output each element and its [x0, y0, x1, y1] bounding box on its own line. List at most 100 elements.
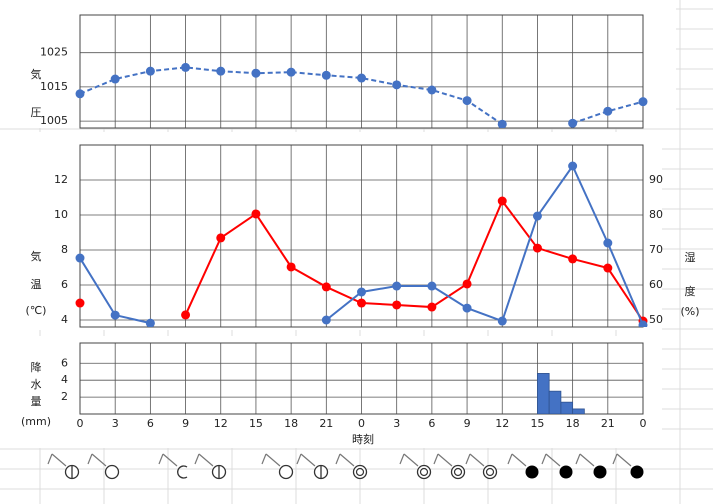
- x-axis-label: 時刻: [352, 432, 374, 446]
- wind-barb: [612, 453, 618, 465]
- wind-shaft: [616, 453, 632, 467]
- point: [638, 97, 648, 107]
- wind-shaft: [162, 453, 178, 467]
- symbol-inner: [485, 467, 495, 477]
- point: [357, 287, 366, 297]
- wind-barb: [87, 453, 93, 465]
- y-axis-label: 気: [31, 249, 42, 263]
- symbol: [104, 464, 120, 480]
- point: [75, 253, 85, 263]
- point: [251, 209, 261, 219]
- y-tick-label: 6: [61, 278, 68, 291]
- y2-axis-label: 湿: [685, 251, 696, 264]
- point: [286, 67, 296, 77]
- x-tick-label: 15: [249, 417, 263, 430]
- series-group: [75, 161, 648, 327]
- wind-shaft: [300, 453, 316, 467]
- wind-shaft: [265, 453, 281, 467]
- plot-frame: [79, 14, 644, 129]
- point: [145, 318, 155, 327]
- y-axis-label: 量: [31, 395, 42, 408]
- series-line: [184, 199, 644, 322]
- bar: [548, 390, 562, 414]
- point: [392, 80, 402, 90]
- point: [321, 315, 331, 325]
- y-tick-label: 1005: [40, 114, 68, 127]
- point: [216, 66, 226, 76]
- wind-shaft: [469, 453, 485, 467]
- wind-shaft: [545, 453, 561, 467]
- point: [321, 70, 331, 80]
- y-tick-label: 10: [54, 208, 68, 221]
- wind-shaft: [51, 453, 67, 467]
- point: [251, 68, 261, 78]
- point: [286, 262, 296, 272]
- point: [497, 196, 507, 206]
- point: [462, 303, 472, 313]
- point: [110, 74, 120, 84]
- y-axis-label: 降: [31, 360, 42, 374]
- point: [145, 66, 155, 76]
- y-axis-label: 水: [31, 378, 42, 391]
- y2-axis-label: (%): [680, 305, 699, 318]
- x-tick-label: 18: [284, 417, 298, 430]
- y-tick-label: 12: [54, 173, 68, 186]
- weather-icons: [47, 453, 644, 480]
- point: [532, 243, 542, 253]
- point: [357, 298, 366, 308]
- y2-tick-label: 50: [649, 313, 663, 326]
- y2-tick-label: 90: [649, 173, 663, 186]
- symbol: [525, 465, 539, 479]
- wind-barb: [433, 453, 439, 465]
- temperature-window: [0, 132, 662, 330]
- point: [532, 211, 542, 221]
- point: [357, 73, 366, 83]
- wind-shaft: [339, 453, 355, 467]
- plot-frame: [79, 144, 644, 328]
- wind-barb: [541, 453, 547, 465]
- series-line: [572, 100, 644, 125]
- point: [497, 119, 507, 128]
- symbol-inner: [419, 467, 429, 477]
- wind-barb: [296, 453, 302, 465]
- point: [497, 316, 507, 326]
- pressure-window: [0, 0, 676, 128]
- bar: [537, 373, 550, 414]
- x-tick-label: 12: [495, 417, 509, 430]
- precipitation-window: [0, 336, 662, 448]
- y-tick-label: 6: [61, 356, 68, 369]
- wind-barb: [575, 453, 581, 465]
- y-tick-label: 8: [61, 243, 68, 256]
- x-tick-label: 18: [566, 417, 580, 430]
- symbol: [450, 464, 466, 480]
- point: [216, 233, 226, 243]
- point: [568, 118, 578, 128]
- plot-frame: [79, 342, 644, 415]
- wind-barb: [194, 453, 200, 465]
- y-tick-label: 1025: [40, 46, 68, 59]
- symbol: [416, 464, 432, 480]
- wind-shaft: [511, 453, 527, 467]
- series-group: [537, 373, 585, 414]
- x-tick-label: 6: [147, 417, 154, 430]
- wind-shaft: [198, 453, 214, 467]
- point: [392, 300, 402, 310]
- y-axis-label: 温: [31, 278, 42, 291]
- x-tick-label: 6: [428, 417, 435, 430]
- bar: [560, 401, 574, 414]
- x-tick-label: 21: [319, 417, 333, 430]
- y-tick-label: 4: [61, 313, 68, 326]
- wind-shaft: [437, 453, 453, 467]
- wind-barb: [261, 453, 267, 465]
- x-tick-label: 9: [182, 417, 189, 430]
- symbol: [352, 464, 368, 480]
- wind-barb: [507, 453, 513, 465]
- y-tick-label: 4: [61, 373, 68, 386]
- y2-tick-label: 80: [649, 208, 663, 221]
- point: [75, 89, 85, 99]
- x-tick-label: 12: [214, 417, 228, 430]
- symbol: [177, 465, 188, 479]
- wind-barb: [335, 453, 341, 465]
- wind-shaft: [403, 453, 419, 467]
